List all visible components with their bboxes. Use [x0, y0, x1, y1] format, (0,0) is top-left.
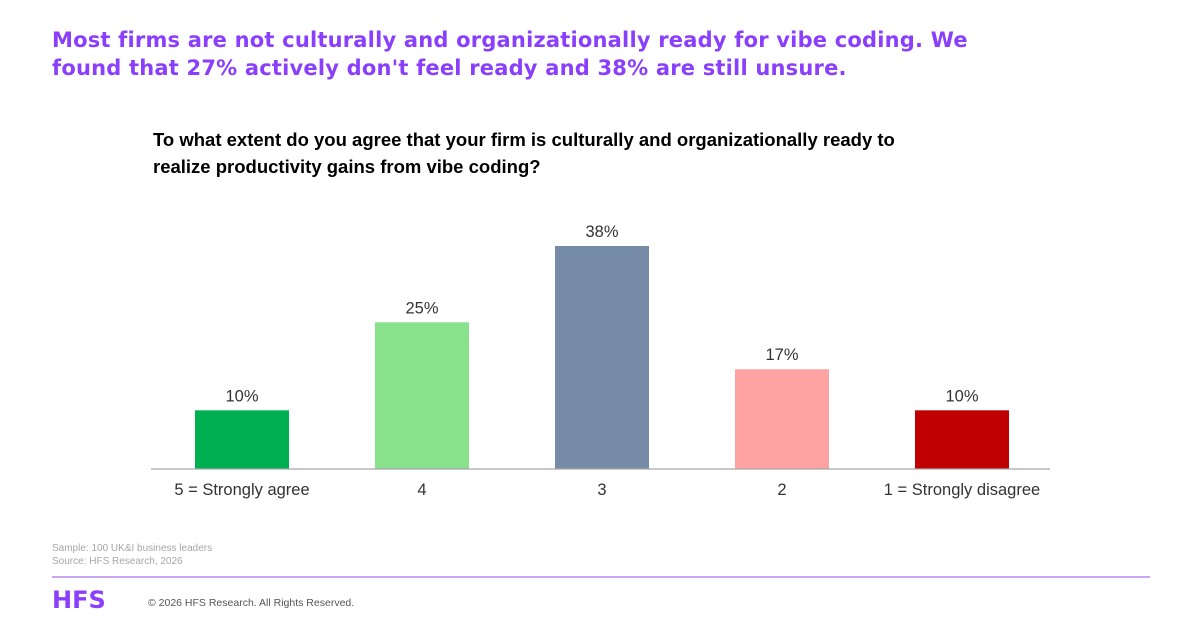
footer-divider — [52, 576, 1150, 578]
category-label-1: 5 = Strongly agree — [174, 481, 309, 499]
bar-4 — [735, 369, 829, 469]
bar-chart: 10% 25% 38% 17% 10% 5 = Strongly agree 4 3 2 1 =… — [151, 223, 1050, 499]
headline-line-1: Most firms are not culturally and organi… — [52, 28, 968, 52]
hfs-logo: HFS — [52, 586, 106, 614]
headline: Most firms are not culturally and organi… — [52, 26, 1162, 82]
value-label-4: 17% — [765, 346, 798, 364]
source-note: Source: HFS Research, 2026 — [52, 556, 183, 567]
category-label-5: 1 = Strongly disagree — [884, 481, 1040, 499]
category-label-4: 2 — [777, 481, 786, 499]
bar-1 — [195, 410, 289, 469]
value-label-1: 10% — [225, 387, 258, 405]
value-label-2: 25% — [405, 299, 438, 317]
headline-line-2: found that 27% actively don't feel ready… — [52, 56, 847, 80]
category-label-3: 3 — [597, 481, 606, 499]
value-label-3: 38% — [585, 223, 618, 241]
value-labels-group: 10% 25% 38% 17% 10% — [225, 223, 978, 405]
chart-question-line-1: To what extent do you agree that your fi… — [153, 129, 895, 150]
bar-5 — [915, 410, 1009, 469]
sample-note: Sample: 100 UK&I business leaders — [52, 543, 213, 554]
bar-2 — [375, 322, 469, 469]
chart-notes: Sample: 100 UK&I business leaders Source… — [52, 542, 212, 568]
bars-group — [195, 246, 1009, 469]
chart-question: To what extent do you agree that your fi… — [153, 126, 1053, 180]
chart-question-line-2: realize productivity gains from vibe cod… — [153, 156, 541, 177]
category-label-2: 4 — [417, 481, 426, 499]
bar-3 — [555, 246, 649, 469]
copyright-text: © 2026 HFS Research. All Rights Reserved… — [148, 597, 355, 609]
category-labels-group: 5 = Strongly agree 4 3 2 1 = Strongly disagr… — [174, 481, 1040, 499]
value-label-5: 10% — [945, 387, 978, 405]
